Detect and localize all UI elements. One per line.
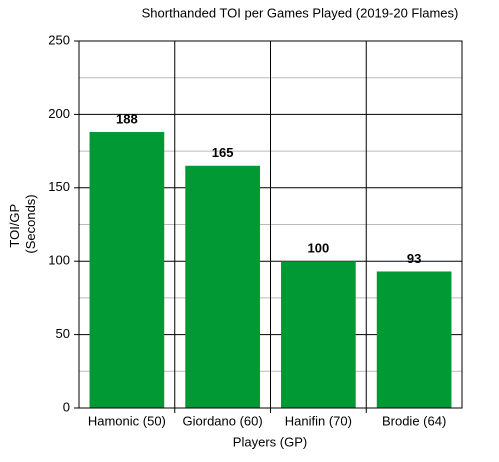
data-label: 100 [308,241,330,256]
x-tick-label: Brodie (64) [382,413,446,428]
bar [89,132,165,409]
data-label: 93 [407,251,421,266]
x-axis-label: Players (GP) [233,434,307,449]
bar [185,165,260,408]
y-tick-label: 150 [48,179,70,194]
x-tick-label: Hamonic (50) [88,413,166,428]
y-tick-label: 0 [63,399,70,414]
bar [281,261,356,408]
y-tick-label: 250 [48,32,70,47]
x-tick-label: Hanifin (70) [285,413,352,428]
y-tick-label: 200 [48,106,70,121]
y-tick-label: 50 [56,326,70,341]
plot-frame [78,40,463,409]
chart-title: Shorthanded TOI per Games Played (2019-2… [142,5,459,20]
x-tick-label: Giordano (60) [183,413,263,428]
bar [376,271,452,408]
y-axis-label-line: TOI/GP [7,204,22,248]
y-tick-label: 100 [48,253,70,268]
y-axis-label: TOI/GP (Seconds) [7,194,38,253]
data-label: 188 [116,111,138,126]
y-axis-label-line: (Seconds) [23,194,38,253]
data-label: 165 [212,145,234,160]
